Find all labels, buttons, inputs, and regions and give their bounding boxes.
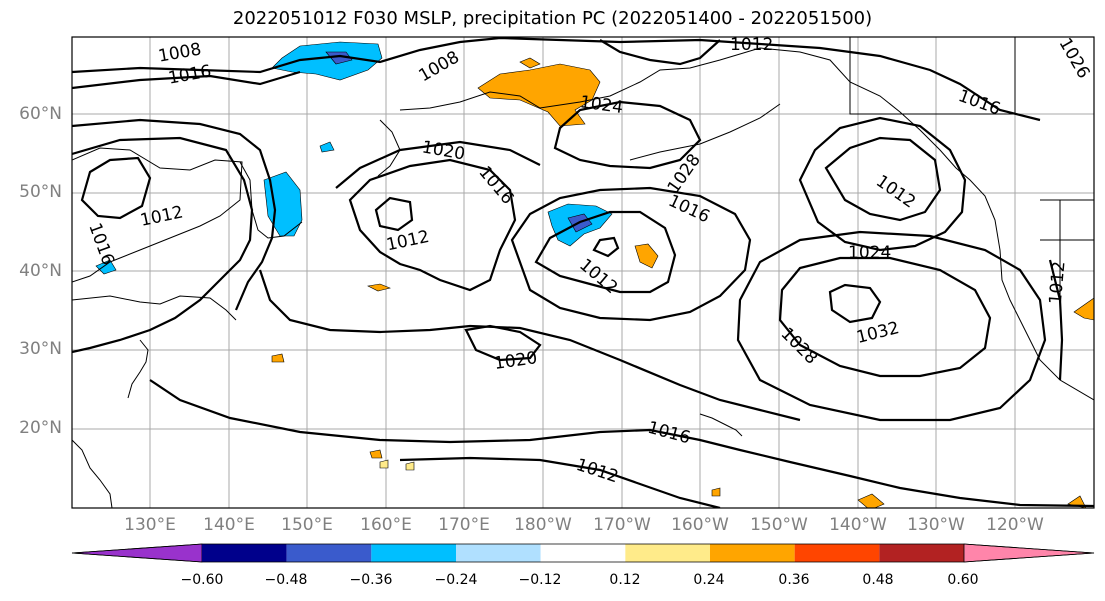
colorbar-segment: [456, 544, 541, 562]
contour-label: 1024: [848, 243, 891, 263]
colorbar: [71, 543, 1095, 563]
gridlines: [72, 37, 1094, 508]
precip-positive-patches: [271, 57, 1094, 508]
contour-label: 1012: [872, 171, 919, 212]
colorbar-tick-label: −0.60: [180, 572, 224, 588]
lon-label: 140°E: [203, 515, 255, 535]
colorbar-tick-label: −0.48: [264, 572, 308, 588]
lon-label: 160°E: [360, 515, 412, 535]
lon-label: 120°W: [986, 515, 1044, 535]
lon-label: 170°E: [438, 515, 490, 535]
lon-label: 150°W: [750, 515, 808, 535]
lon-label: 180°W: [514, 515, 572, 535]
contour-label: 1016: [84, 220, 118, 267]
map-frame: [71, 36, 1095, 509]
contour-label: 1016: [665, 191, 713, 227]
lon-label: 160°W: [671, 515, 729, 535]
map-title: 2022051012 F030 MSLP, precipitation PC (…: [232, 8, 873, 29]
lat-label: 20°N: [19, 418, 62, 438]
colorbar-tick-label: 0.48: [862, 572, 894, 588]
lon-label: 130°W: [907, 515, 965, 535]
colorbar-segment: [625, 544, 710, 562]
lat-label: 40°N: [19, 261, 62, 281]
contour-label: 1012: [574, 455, 621, 487]
lon-label: 130°E: [124, 515, 176, 535]
contour-label: 1028: [777, 324, 822, 369]
lat-label: 60°N: [19, 104, 62, 124]
colorbar-extend-low: [71, 543, 203, 563]
contour-label: 1012: [730, 35, 773, 55]
colorbar-tick-label: −0.36: [349, 572, 393, 588]
lon-label: 170°W: [593, 515, 651, 535]
colorbar-segment: [794, 544, 880, 562]
colorbar-tick-label: 0.60: [947, 572, 979, 588]
contour-label: 1028: [664, 150, 705, 197]
contour-label: 1016: [956, 86, 1003, 120]
colorbar-segment: [202, 544, 287, 562]
colorbar-tick-label: 0.12: [609, 572, 641, 588]
contour-label: 1032: [854, 318, 901, 348]
precip-negative-patches: [95, 41, 613, 275]
colorbar-outline: [71, 543, 1095, 563]
colorbar-extend-high: [963, 543, 1095, 563]
lon-label: 140°W: [829, 515, 887, 535]
lon-label: 150°E: [281, 515, 333, 535]
contour-label: 1016: [167, 61, 213, 88]
colorbar-tick-label: 0.36: [778, 572, 810, 588]
colorbar-segment: [879, 544, 964, 562]
contour-label: 1026: [1055, 35, 1094, 82]
colorbar-tick-label: −0.12: [518, 572, 562, 588]
contour-label: 1008: [415, 47, 462, 86]
contour-label: 1012: [385, 227, 431, 256]
lat-label: 30°N: [19, 339, 62, 359]
lat-label: 50°N: [19, 182, 62, 202]
coastlines: [72, 37, 1094, 508]
contour-label: 1012: [139, 202, 185, 231]
colorbar-segment: [286, 544, 372, 562]
isobars: [72, 37, 1094, 508]
colorbar-segment: [371, 544, 456, 562]
colorbar-tick-label: −0.24: [434, 572, 478, 588]
contour-label: 1016: [645, 418, 692, 449]
colorbar-tick-label: 0.24: [693, 572, 725, 588]
contour-label: 1012: [575, 255, 621, 298]
colorbar-segment: [540, 544, 626, 562]
contour-label: 1008: [157, 39, 203, 66]
contour-label: 1012: [1046, 260, 1070, 305]
colorbar-segment: [710, 544, 795, 562]
contour-label: 1020: [493, 348, 539, 374]
